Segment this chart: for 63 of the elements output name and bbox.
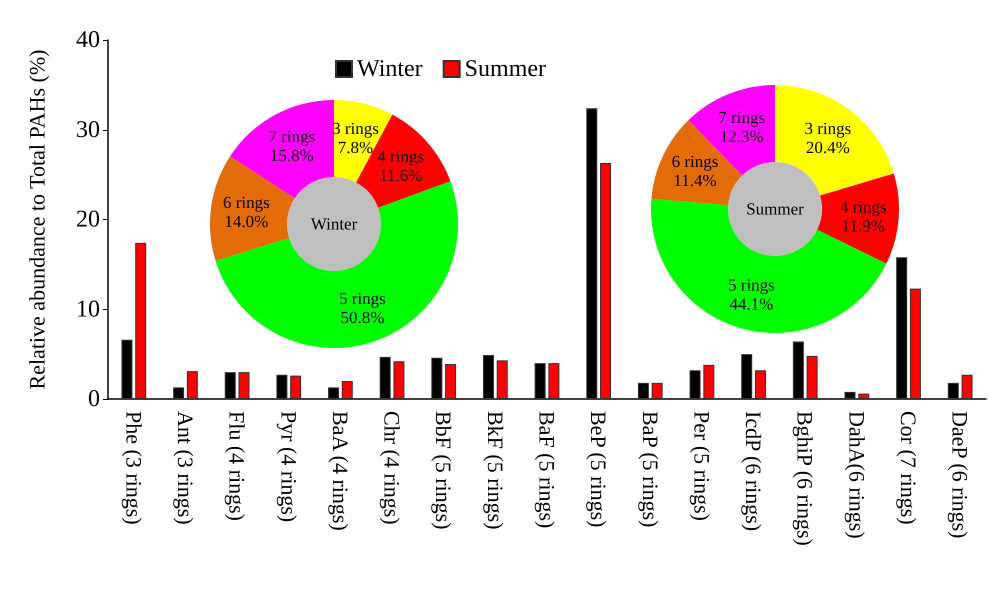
bar [393,361,404,399]
text: Winter [310,214,358,234]
x-tick-label: Ant (3 rings) [172,411,198,525]
slice-label: 5 rings [728,275,775,294]
slice-label: 6 rings [222,192,270,212]
x-tick-label: Pyr (4 rings) [276,411,302,522]
y-tick-label: 20 [76,206,100,232]
bar [962,374,973,399]
slice-label: 7 rings [268,127,316,146]
bar [910,288,921,399]
data-label: 11.4% [673,171,717,190]
y-tick-label: 10 [76,296,100,322]
x-tick-label: BkF (5 rings) [482,411,508,530]
x-tick-label: BghiP (6 rings) [792,411,818,546]
y-tick-label: 40 [76,27,100,53]
data-label: 7.8% [338,138,374,158]
legend-label: Summer [464,56,546,82]
slice-label: 5 rings [339,288,386,308]
slice-label: 7 rings [718,108,766,128]
slice-label: 3 rings [804,119,852,138]
data-label: 20.4% [806,138,850,158]
bar [290,376,302,399]
slice-label: 4 rings [840,197,887,216]
x-tick-label: Flu (4 rings) [224,411,250,521]
data-label: 44.1% [729,294,774,314]
x-tick-label: BaA (4 rings) [328,411,353,531]
x-tick-label: DaeP (6 rings) [948,411,973,538]
bar [135,242,146,399]
bar [858,394,870,399]
bar [806,356,818,399]
data-label: 11.9% [842,216,885,236]
slice-label: 6 rings [672,152,718,172]
data-label: 14.0% [224,212,268,231]
x-tick-label: DahA(6 rings) [844,411,870,539]
data-label: 11.6% [379,166,422,185]
x-tick-label: BaP (5 rings) [638,411,663,528]
x-tick-label: BbF (5 rings) [431,411,456,530]
y-tick-label: 0 [88,386,100,412]
x-tick-label: Cor (7 rings) [896,411,922,525]
bar [445,364,456,399]
bar [186,371,198,399]
x-tick-label: IcdP (6 rings) [741,411,766,532]
bar [703,364,714,399]
data-label: 50.8% [340,308,384,327]
bar [754,370,766,399]
x-tick-label: Phe (3 rings) [121,411,146,525]
bar [548,363,560,399]
bar [238,372,250,399]
y-tick-label: 30 [76,116,100,143]
y-axis-title: Relative abundance to Total PAHs (%) [24,49,50,390]
x-tick-label: Per (5 rings) [689,411,714,521]
text: Summer [746,200,804,218]
bar [496,360,508,399]
legend-label: Winter [357,56,423,82]
bar [652,382,663,399]
x-tick-label: BaF (5 rings) [534,411,560,528]
x-tick-label: BeP (5 rings) [586,411,612,528]
slice-label: 4 rings [377,146,424,166]
bar [342,381,353,399]
x-tick-label: Chr (4 rings) [380,411,405,525]
bar [600,162,612,399]
data-label: 12.3% [720,127,764,146]
data-label: 15.8% [270,146,314,166]
